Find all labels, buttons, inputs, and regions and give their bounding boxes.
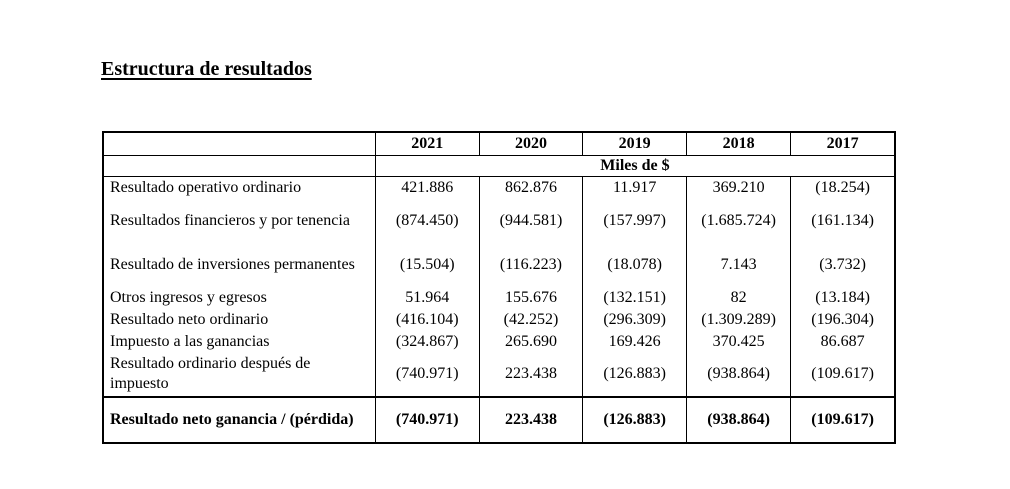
table-row: Resultado ordinario después de impuesto … bbox=[101, 352, 897, 397]
cell-value: 51.964 bbox=[374, 286, 480, 309]
cell-value: (324.867) bbox=[374, 330, 480, 353]
row-label: Resultado operativo ordinario bbox=[101, 176, 376, 199]
table-row: Impuesto a las ganancias (324.867) 265.6… bbox=[101, 330, 897, 353]
cell-value: (296.309) bbox=[582, 308, 687, 331]
cell-value: 86.687 bbox=[790, 330, 897, 353]
page-title: Estructura de resultados bbox=[101, 58, 312, 80]
row-label: Resultado ordinario después de impuesto bbox=[101, 352, 376, 397]
cell-value: 169.426 bbox=[582, 330, 687, 353]
cell-value: (416.104) bbox=[374, 308, 480, 331]
table-row: Resultado neto ordinario (416.104) (42.2… bbox=[101, 308, 897, 331]
cell-value: 82 bbox=[686, 286, 791, 309]
cell-value: (15.504) bbox=[374, 242, 480, 287]
total-row: Resultado neto ganancia / (pérdida) (740… bbox=[101, 395, 897, 444]
total-label: Resultado neto ganancia / (pérdida) bbox=[101, 395, 376, 444]
cell-value: (944.581) bbox=[478, 198, 583, 243]
row-label: Resultados financieros y por tenencia bbox=[101, 198, 376, 243]
row-label: Otros ingresos y egresos bbox=[101, 286, 376, 309]
cell-value: (42.252) bbox=[478, 308, 583, 331]
cell-value: (196.304) bbox=[790, 308, 897, 331]
year-header: 2018 bbox=[686, 131, 792, 156]
cell-value: (13.184) bbox=[790, 286, 897, 309]
cell-value: (1.309.289) bbox=[686, 308, 791, 331]
cell-value: (1.685.724) bbox=[686, 198, 791, 243]
cell-value: 370.425 bbox=[686, 330, 791, 353]
cell-value: 369.210 bbox=[686, 176, 791, 199]
cell-value: 265.690 bbox=[478, 330, 583, 353]
cell-value: (126.883) bbox=[582, 352, 687, 397]
row-label: Resultado neto ordinario bbox=[101, 308, 376, 331]
total-value: (126.883) bbox=[582, 395, 688, 444]
cell-value: (938.864) bbox=[686, 352, 791, 397]
year-header: 2019 bbox=[582, 131, 688, 156]
header-empty-cell bbox=[101, 131, 376, 156]
units-label: Miles de $ bbox=[374, 155, 896, 177]
cell-value: 421.886 bbox=[374, 176, 480, 199]
cell-value: (18.254) bbox=[790, 176, 897, 199]
header-row: 2021 2020 2019 2018 2017 bbox=[101, 131, 897, 156]
cell-value: (874.450) bbox=[374, 198, 480, 243]
cell-value: (740.971) bbox=[374, 352, 480, 397]
results-table: 2021 2020 2019 2018 2017 Miles de $ Resu… bbox=[101, 131, 897, 444]
row-label: Resultado de inversiones permanentes bbox=[101, 242, 376, 287]
row-label: Impuesto a las ganancias bbox=[101, 330, 376, 353]
cell-value: 11.917 bbox=[582, 176, 687, 199]
units-empty-cell bbox=[101, 155, 376, 177]
total-value: (109.617) bbox=[790, 395, 897, 444]
cell-value: 7.143 bbox=[686, 242, 791, 287]
cell-value: (116.223) bbox=[478, 242, 583, 287]
cell-value: (3.732) bbox=[790, 242, 897, 287]
total-value: 223.438 bbox=[478, 395, 584, 444]
table-row: Resultado de inversiones permanentes (15… bbox=[101, 242, 897, 287]
cell-value: (109.617) bbox=[790, 352, 897, 397]
units-row: Miles de $ bbox=[101, 155, 896, 177]
cell-value: (132.151) bbox=[582, 286, 687, 309]
table-row: Otros ingresos y egresos 51.964 155.676 … bbox=[101, 286, 897, 309]
cell-value: (18.078) bbox=[582, 242, 687, 287]
table-row: Resultado operativo ordinario 421.886 86… bbox=[101, 176, 897, 199]
cell-value: 862.876 bbox=[478, 176, 583, 199]
cell-value: (157.997) bbox=[582, 198, 687, 243]
year-header: 2021 bbox=[374, 131, 480, 156]
cell-value: (161.134) bbox=[790, 198, 897, 243]
total-value: (938.864) bbox=[686, 395, 792, 444]
table-row: Resultados financieros y por tenencia (8… bbox=[101, 198, 897, 243]
year-header: 2017 bbox=[790, 131, 897, 156]
year-header: 2020 bbox=[478, 131, 584, 156]
cell-value: 223.438 bbox=[478, 352, 583, 397]
cell-value: 155.676 bbox=[478, 286, 583, 309]
total-value: (740.971) bbox=[374, 395, 480, 444]
